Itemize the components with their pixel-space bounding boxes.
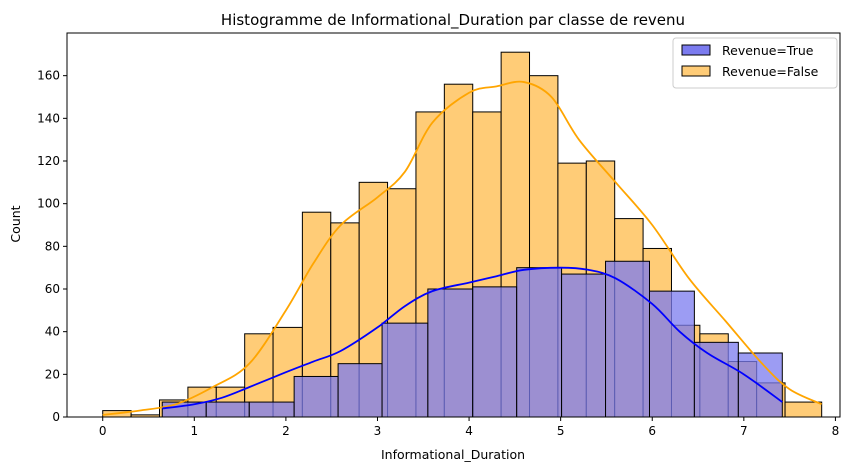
kde-line-revenue-true (162, 266, 783, 410)
legend-frame (672, 37, 838, 89)
x-tick-label-7: 7 (740, 424, 748, 438)
legend-swatch-revenue-true (681, 44, 711, 56)
legend-label-revenue-true: Revenue=True (722, 43, 814, 58)
legend-swatch-revenue-false (681, 65, 711, 77)
kde-line-revenue-false (102, 80, 823, 416)
y-tick-label-0: 0 (52, 410, 60, 424)
y-axis: 0 20 40 60 80 100 120 140 160 (37, 69, 67, 424)
bar-revenue-true-5 (381, 322, 429, 418)
chart-title: Histogramme de Informational_Duration pa… (221, 11, 685, 30)
bar-revenue-true-6 (427, 288, 474, 418)
x-tick-label-0: 0 (99, 424, 107, 438)
x-tick-label-4: 4 (465, 424, 473, 438)
bar-revenue-true-0 (161, 401, 207, 418)
bar-revenue-true-7 (472, 286, 518, 418)
bar-revenue-true-8 (516, 267, 563, 418)
y-tick-label-40: 40 (45, 325, 60, 339)
bar-revenue-true-2 (248, 401, 295, 418)
bar-revenue-true-10 (605, 260, 650, 418)
plot-kde (102, 80, 823, 416)
x-tick-label-1: 1 (190, 424, 198, 438)
x-axis: 0 1 2 3 4 5 6 7 8 (99, 417, 839, 438)
bar-revenue-true-11 (648, 290, 695, 418)
bar-revenue-false-24 (784, 401, 823, 418)
bar-revenue-true-9 (561, 273, 607, 418)
x-axis-label: Informational_Duration (381, 447, 525, 462)
bar-revenue-true-3 (293, 375, 339, 418)
y-tick-label-60: 60 (45, 282, 60, 296)
bar-revenue-true-1 (205, 401, 250, 418)
y-axis-label: Count (8, 205, 23, 242)
y-tick-label-120: 120 (37, 154, 60, 168)
y-tick-label-160: 160 (37, 69, 60, 83)
plot-bars (102, 51, 823, 418)
legend-label-revenue-false: Revenue=False (722, 64, 819, 79)
x-tick-label-5: 5 (557, 424, 565, 438)
y-tick-label-140: 140 (37, 111, 60, 125)
y-tick-label-100: 100 (37, 197, 60, 211)
bar-revenue-true-12 (693, 341, 739, 418)
y-tick-label-20: 20 (45, 367, 60, 381)
bar-revenue-true-4 (337, 363, 383, 418)
x-tick-label-3: 3 (374, 424, 382, 438)
plot-frame (66, 32, 841, 418)
x-tick-label-8: 8 (832, 424, 840, 438)
x-tick-label-2: 2 (282, 424, 290, 438)
legend: Revenue=True Revenue=False (672, 37, 838, 89)
y-tick-label-80: 80 (45, 239, 60, 253)
x-tick-label-6: 6 (648, 424, 656, 438)
